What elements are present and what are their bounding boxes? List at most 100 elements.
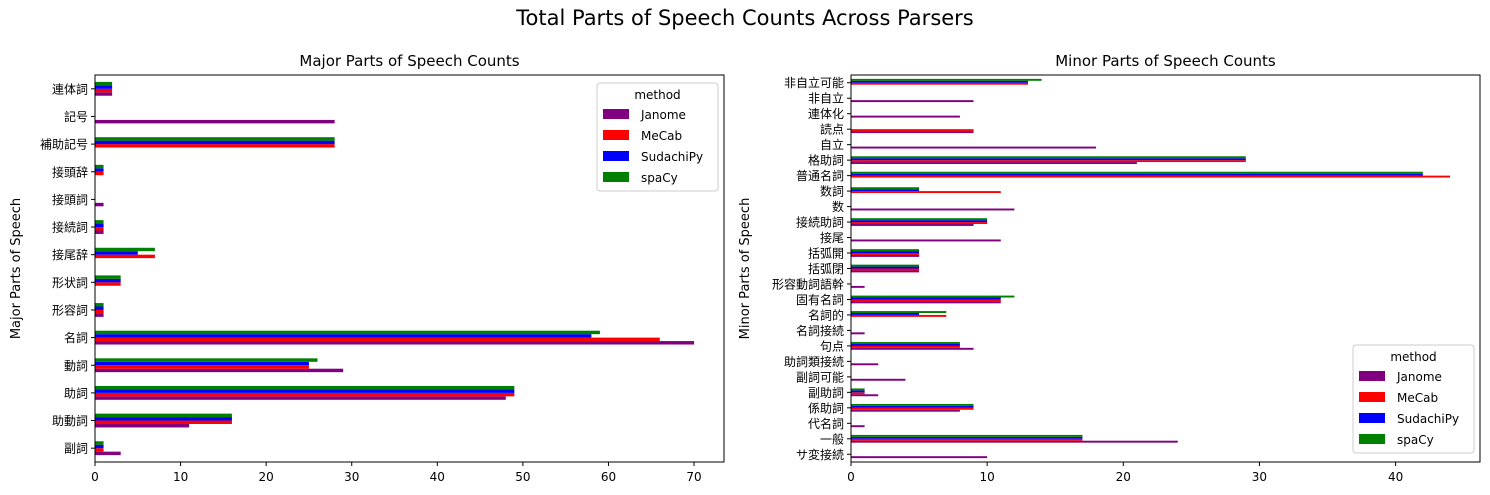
panel2-bar — [851, 253, 920, 255]
panel2-ytick-label: 一般 — [820, 431, 844, 446]
panel1-ytick-label: 接続詞 — [52, 220, 88, 235]
panel1-ytick-label: 記号 — [64, 109, 88, 124]
panel1-bar — [95, 92, 113, 96]
panel2-bar — [851, 388, 865, 391]
panel1-legend-label: MeCab — [641, 129, 682, 143]
panel2-bar — [851, 251, 920, 254]
panel2-bar — [851, 299, 1001, 302]
panel1-bar — [95, 275, 121, 279]
panel2-bar — [851, 285, 865, 288]
panel1-bar — [95, 392, 515, 397]
panel2-bar — [851, 82, 1028, 85]
panel1-ytick-label: 接尾辞 — [52, 247, 88, 262]
panel2-ytick-label: 数 — [832, 199, 844, 214]
panel2-bar — [851, 295, 1015, 298]
panel2-bar — [851, 189, 920, 192]
panel2-bar — [851, 100, 974, 103]
panel2-ytick-label: 括弧開 — [808, 246, 844, 261]
panel2-bar — [851, 254, 920, 257]
panel2-bar — [851, 434, 1083, 437]
panel2-bar — [851, 171, 1423, 174]
panel2-bar — [851, 160, 1246, 163]
panel2-ytick-label: 名詞的 — [808, 307, 844, 322]
panel1-bar — [95, 309, 104, 314]
panel1-xtick-label: 70 — [686, 470, 701, 484]
panel2-xtick-label: 40 — [1388, 470, 1403, 484]
panel1-legend-swatch — [603, 172, 629, 182]
panel2-bar — [851, 223, 974, 226]
panel2-ytick-label: サ変接続 — [796, 447, 844, 462]
panel1-bar — [95, 137, 335, 141]
panel1-bar — [95, 334, 592, 338]
panel2-xtick-label: 0 — [847, 470, 855, 484]
panel1-bar — [95, 313, 104, 317]
panel1-bar — [95, 164, 104, 169]
panel2-bar — [851, 78, 1042, 81]
panel2-ytick-label: 読点 — [820, 122, 844, 137]
panel2-legend-label: SudachiPy — [1397, 412, 1459, 426]
panel1-legend-label: spaCy — [641, 171, 678, 185]
panel1-bar — [95, 119, 335, 124]
panel2-axes-frame — [850, 74, 1481, 463]
panel2-bar — [851, 80, 1028, 83]
panel1-bar — [95, 81, 113, 86]
panel2-legend-label: MeCab — [1397, 391, 1438, 405]
panel1-bar — [95, 85, 113, 89]
panel2-bar — [851, 222, 988, 224]
panel2-bar — [851, 363, 879, 366]
panel2-bar — [851, 162, 1137, 165]
panel2-bar — [851, 158, 1246, 161]
panel2-bar — [851, 394, 879, 397]
panel2-legend-swatch — [1359, 413, 1385, 423]
panel1-bar — [95, 365, 309, 369]
panel1-bar — [95, 88, 113, 93]
panel1-ytick-label: 助動詞 — [52, 414, 88, 428]
panel2-bar — [851, 129, 974, 132]
panel1-xtick-label: 60 — [601, 470, 616, 484]
panel2-bar — [851, 456, 988, 459]
panel1-bar — [95, 282, 121, 286]
panel2-bar — [851, 405, 974, 408]
panel2-bar — [851, 270, 920, 273]
panel1-bar — [95, 413, 232, 418]
panel2-ytick-label: 句点 — [820, 339, 844, 353]
panel2-bar — [851, 436, 1083, 439]
panel2-xtick-label: 30 — [1252, 470, 1267, 484]
panel1-bar — [95, 389, 515, 393]
panel1-bar — [95, 396, 506, 400]
panel2-bar — [851, 239, 1001, 242]
panel2-ytick-label: 自立 — [820, 137, 844, 152]
panel2-ytick-label: 固有名詞 — [796, 292, 844, 307]
panel1-bar — [95, 368, 344, 373]
panel1-bar — [95, 385, 515, 390]
panel2-bar — [851, 332, 865, 335]
panel1-bar — [95, 168, 104, 172]
panel2-ytick-label: 格助詞 — [808, 153, 844, 168]
panel2-bar — [851, 191, 1001, 194]
panel1-bar — [95, 230, 104, 234]
panel1-bar — [95, 144, 335, 148]
panel1-bar — [95, 251, 138, 255]
panel1-bar — [95, 448, 104, 452]
panel2-legend-swatch — [1359, 371, 1385, 381]
panel2-bar — [851, 313, 920, 315]
panel2-ytick-label: 接尾 — [820, 230, 844, 245]
panel2-ytick-label: 代名詞 — [808, 416, 844, 431]
panel1-ytick-label: 接頭詞 — [52, 192, 88, 207]
panel1-ytick-label: 動詞 — [64, 359, 88, 373]
panel1-xtick-label: 20 — [259, 470, 274, 484]
panel2-bar — [851, 390, 865, 393]
panel2-ytick-label: 名詞接続 — [796, 323, 844, 338]
panel2-bar — [851, 409, 960, 412]
panel1-bar — [95, 417, 232, 421]
panel2-title: Minor Parts of Speech Counts — [1055, 52, 1276, 70]
panel2-ytick-label: 非自立 — [808, 91, 844, 106]
panel2-ytick-label: 形容動詞語幹 — [772, 276, 844, 291]
panel1-bar — [95, 278, 121, 283]
panel2-bar — [851, 249, 920, 252]
panel1-bar — [95, 420, 232, 424]
panel1-bar — [95, 451, 121, 456]
panel1-bar — [95, 361, 309, 366]
panel2-legend-label: Janome — [1396, 370, 1442, 384]
